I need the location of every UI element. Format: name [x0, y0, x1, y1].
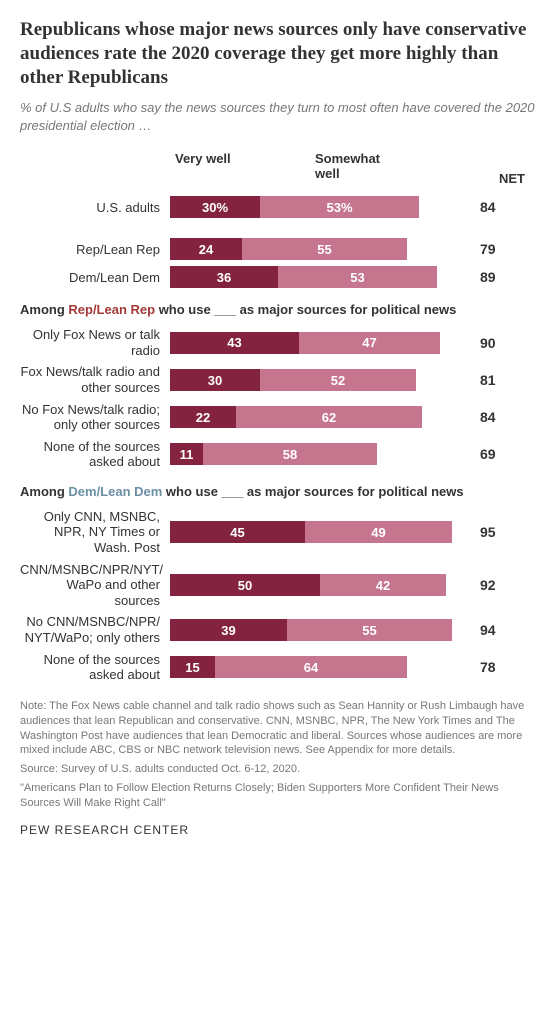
legend-somewhat-well: Somewhat well	[315, 152, 405, 181]
net-value: 89	[470, 269, 525, 285]
bar-segment-very-well: 24	[170, 238, 242, 260]
bar-track: 1564	[170, 656, 470, 678]
bar-segment-very-well: 11	[170, 443, 203, 465]
chart-area: Very well Somewhat well NET U.S. adults3…	[20, 152, 539, 682]
net-value: 94	[470, 622, 525, 638]
dem-group-header: Among Dem/Lean Dem who use ___ as major …	[20, 484, 539, 501]
row-label: CNN/MSNBC/NPR/NYT/ WaPo and other source…	[20, 562, 170, 609]
row-label: Fox News/talk radio and other sources	[20, 364, 170, 395]
bar-segment-somewhat-well: 58	[203, 443, 377, 465]
dem-header-highlight: Dem/Lean Dem	[68, 484, 162, 499]
chart-row: No CNN/MSNBC/NPR/ NYT/WaPo; only others3…	[20, 614, 539, 645]
row-label: No Fox News/talk radio; only other sourc…	[20, 402, 170, 433]
net-value: 95	[470, 524, 525, 540]
bar-track: 4347	[170, 332, 470, 354]
chart-title: Republicans whose major news sources onl…	[20, 18, 539, 89]
row-label: No CNN/MSNBC/NPR/ NYT/WaPo; only others	[20, 614, 170, 645]
bar-track: 3955	[170, 619, 470, 641]
dem-header-post: who use ___ as major sources for politic…	[162, 484, 463, 499]
chart-row: None of the sources asked about115869	[20, 439, 539, 470]
net-value: 81	[470, 372, 525, 388]
bar-segment-somewhat-well: 53%	[260, 196, 419, 218]
footnotes: Note: The Fox News cable channel and tal…	[20, 699, 539, 811]
rep-group-header: Among Rep/Lean Rep who use ___ as major …	[20, 302, 539, 319]
bar-segment-very-well: 30%	[170, 196, 260, 218]
bar-segment-somewhat-well: 47	[299, 332, 440, 354]
row-label: U.S. adults	[20, 200, 170, 216]
row-label: Only CNN, MSNBC, NPR, NY Times or Wash. …	[20, 509, 170, 556]
rep-header-highlight: Rep/Lean Rep	[68, 302, 155, 317]
legend-row: Very well Somewhat well NET	[20, 152, 539, 186]
row-label: Only Fox News or talk radio	[20, 327, 170, 358]
bar-segment-somewhat-well: 42	[320, 574, 446, 596]
dem-header-pre: Among	[20, 484, 68, 499]
bar-segment-somewhat-well: 49	[305, 521, 452, 543]
chart-row: U.S. adults30%53%84	[20, 196, 539, 218]
row-label: None of the sources asked about	[20, 439, 170, 470]
bar-segment-somewhat-well: 64	[215, 656, 407, 678]
bar-segment-very-well: 45	[170, 521, 305, 543]
row-label: Dem/Lean Dem	[20, 270, 170, 286]
bar-segment-very-well: 15	[170, 656, 215, 678]
chart-row: Dem/Lean Dem365389	[20, 266, 539, 288]
legend-very-well: Very well	[175, 152, 245, 166]
bar-segment-somewhat-well: 53	[278, 266, 437, 288]
bar-segment-somewhat-well: 55	[242, 238, 407, 260]
bar-track: 4549	[170, 521, 470, 543]
net-value: 69	[470, 446, 525, 462]
net-value: 78	[470, 659, 525, 675]
rep-header-pre: Among	[20, 302, 68, 317]
note-source: Source: Survey of U.S. adults conducted …	[20, 762, 539, 777]
bar-track: 2262	[170, 406, 470, 428]
org-footer: PEW RESEARCH CENTER	[20, 823, 539, 837]
chart-row: Only Fox News or talk radio434790	[20, 327, 539, 358]
net-value: 84	[470, 199, 525, 215]
chart-row: Fox News/talk radio and other sources305…	[20, 364, 539, 395]
net-value: 92	[470, 577, 525, 593]
chart-row: Only CNN, MSNBC, NPR, NY Times or Wash. …	[20, 509, 539, 556]
net-value: 84	[470, 409, 525, 425]
chart-subtitle: % of U.S adults who say the news sources…	[20, 99, 539, 134]
bar-segment-somewhat-well: 52	[260, 369, 416, 391]
bar-segment-very-well: 22	[170, 406, 236, 428]
bar-track: 30%53%	[170, 196, 470, 218]
chart-row: No Fox News/talk radio; only other sourc…	[20, 402, 539, 433]
bar-track: 1158	[170, 443, 470, 465]
bar-segment-very-well: 30	[170, 369, 260, 391]
note-methodology: Note: The Fox News cable channel and tal…	[20, 699, 539, 758]
rep-header-post: who use ___ as major sources for politic…	[155, 302, 456, 317]
bar-track: 2455	[170, 238, 470, 260]
bar-segment-somewhat-well: 55	[287, 619, 452, 641]
row-label: Rep/Lean Rep	[20, 242, 170, 258]
bar-track: 3653	[170, 266, 470, 288]
note-report-title: "Americans Plan to Follow Election Retur…	[20, 781, 539, 811]
bar-segment-somewhat-well: 62	[236, 406, 422, 428]
bar-segment-very-well: 36	[170, 266, 278, 288]
bar-segment-very-well: 50	[170, 574, 320, 596]
chart-row: None of the sources asked about156478	[20, 652, 539, 683]
bar-segment-very-well: 43	[170, 332, 299, 354]
legend-net: NET	[470, 171, 525, 186]
net-value: 90	[470, 335, 525, 351]
chart-row: CNN/MSNBC/NPR/NYT/ WaPo and other source…	[20, 562, 539, 609]
bar-segment-very-well: 39	[170, 619, 287, 641]
chart-row: Rep/Lean Rep245579	[20, 238, 539, 260]
bar-track: 3052	[170, 369, 470, 391]
net-value: 79	[470, 241, 525, 257]
row-label: None of the sources asked about	[20, 652, 170, 683]
bar-track: 5042	[170, 574, 470, 596]
